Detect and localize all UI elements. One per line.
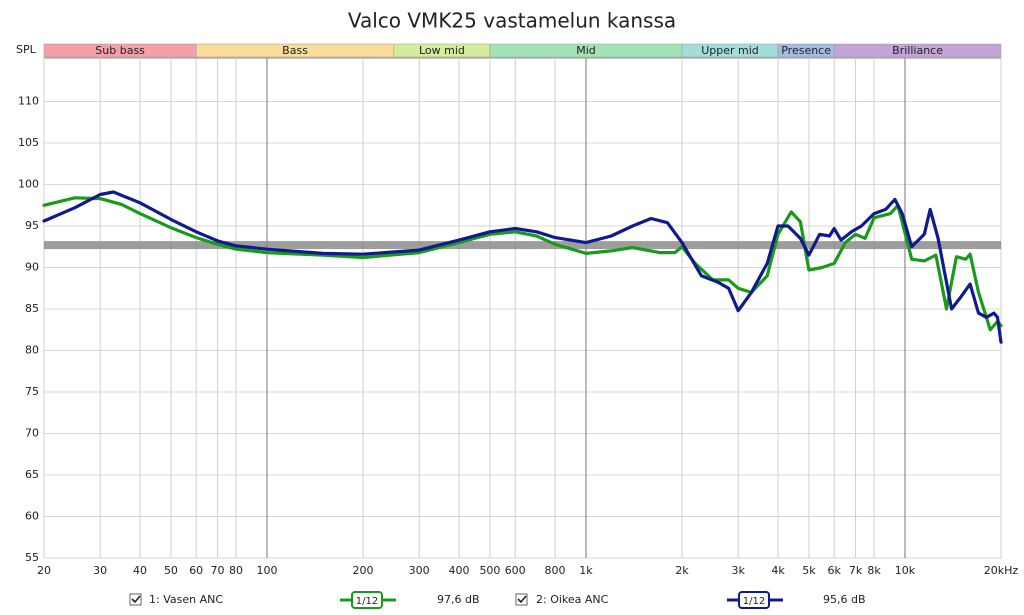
legend-smoothing-box xyxy=(351,591,383,609)
band-label: Mid xyxy=(576,44,596,57)
series-line xyxy=(42,196,1003,332)
x-tick-label: 40 xyxy=(133,564,147,577)
x-tick-label: 300 xyxy=(409,564,430,577)
x-tick-label: 6k xyxy=(828,564,842,577)
x-tick-label: 200 xyxy=(353,564,374,577)
legend-level: 97,6 dB xyxy=(437,593,480,606)
x-tick-label: 4k xyxy=(771,564,785,577)
x-tick-label: 60 xyxy=(189,564,203,577)
y-tick-label: 80 xyxy=(25,344,39,357)
legend: 1: Vasen ANC 1/12 97,6 dB 2: Oikea ANC 1/12 9… xyxy=(129,591,866,609)
band-label: Presence xyxy=(781,44,831,57)
band-label: Upper mid xyxy=(701,44,759,57)
chart-title: Valco VMK25 vastamelun kanssa xyxy=(348,9,676,33)
x-tick-label: 2k xyxy=(675,564,689,577)
band-label: Brilliance xyxy=(892,44,943,57)
x-tick-label: 100 xyxy=(256,564,277,577)
legend-label: 1: Vasen ANC xyxy=(149,593,223,606)
series-line xyxy=(42,190,1003,344)
band-label: Bass xyxy=(282,44,308,57)
checkmark xyxy=(131,595,141,604)
x-tick-label: 600 xyxy=(505,564,526,577)
y-tick-label: 100 xyxy=(18,178,39,191)
x-tick-label: 400 xyxy=(449,564,470,577)
y-tick-label: 55 xyxy=(25,551,39,564)
checkbox[interactable] xyxy=(129,593,142,606)
x-tick-label: 800 xyxy=(545,564,566,577)
band-label: Sub bass xyxy=(95,44,145,57)
x-tick-label: 3k xyxy=(731,564,745,577)
checkbox[interactable] xyxy=(515,593,528,606)
legend-level: 95,6 dB xyxy=(823,593,866,606)
checkmark xyxy=(517,595,527,604)
x-tick-label: 30 xyxy=(93,564,107,577)
y-tick-label: 65 xyxy=(25,468,39,481)
legend-smoothing: 1/12 xyxy=(356,596,378,607)
x-tick-label: 80 xyxy=(229,564,243,577)
x-tick-label: 50 xyxy=(164,564,178,577)
y-tick-label: 90 xyxy=(25,261,39,274)
x-tick-label: 20 xyxy=(37,564,51,577)
y-tick-label: 75 xyxy=(25,385,39,398)
x-tick-label: 5k xyxy=(802,564,816,577)
x-tick-label: 8k xyxy=(867,564,881,577)
y-tick-label: 60 xyxy=(25,510,39,523)
legend-label: 2: Oikea ANC xyxy=(536,593,609,606)
legend-smoothing-box xyxy=(738,591,770,609)
y-tick-label: 85 xyxy=(25,302,39,315)
x-tick-label: 10k xyxy=(895,564,916,577)
y-tick-label: 110 xyxy=(18,95,39,108)
y-tick-label: 70 xyxy=(25,427,39,440)
x-tick-label: 20kHz xyxy=(984,564,1019,577)
y-tick-label: 95 xyxy=(25,219,39,232)
x-tick-label: 1k xyxy=(579,564,593,577)
plot-area xyxy=(43,57,1002,559)
band-label: Low mid xyxy=(419,44,465,57)
legend-smoothing: 1/12 xyxy=(743,596,765,607)
x-tick-label: 70 xyxy=(211,564,225,577)
band xyxy=(833,43,1002,58)
x-tick-label: 500 xyxy=(479,564,500,577)
x-tick-label: 7k xyxy=(849,564,863,577)
y-tick-label: 105 xyxy=(18,136,39,149)
reference-level xyxy=(44,241,1001,250)
y-axis-label: SPL xyxy=(16,43,37,56)
